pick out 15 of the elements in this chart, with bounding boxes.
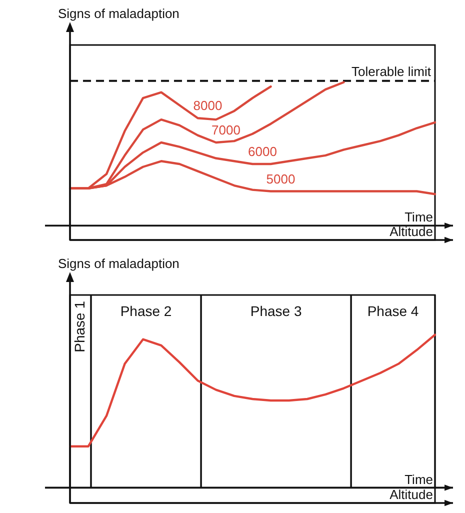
ref-line-label: Tolerable limit (352, 64, 432, 79)
series-label: 6000 (248, 144, 277, 160)
annotation: Altitude (390, 487, 433, 502)
y-axis-title: Signs of maladaption (58, 6, 180, 22)
annotation: Phase 1 (71, 300, 88, 352)
x-axis-title: Time (404, 472, 433, 487)
x-axis-title: Time (404, 210, 433, 225)
text: Phase 4 (367, 302, 419, 319)
series-label: 5000 (266, 171, 296, 186)
series-label: 7000 (212, 122, 240, 138)
text: Phase 3 (250, 302, 302, 319)
text: Phase 2 (120, 302, 172, 319)
annotation: Altitude (390, 224, 433, 240)
y-axis-title: Signs of maladaption (58, 256, 180, 272)
series-label: 8000 (193, 98, 222, 114)
